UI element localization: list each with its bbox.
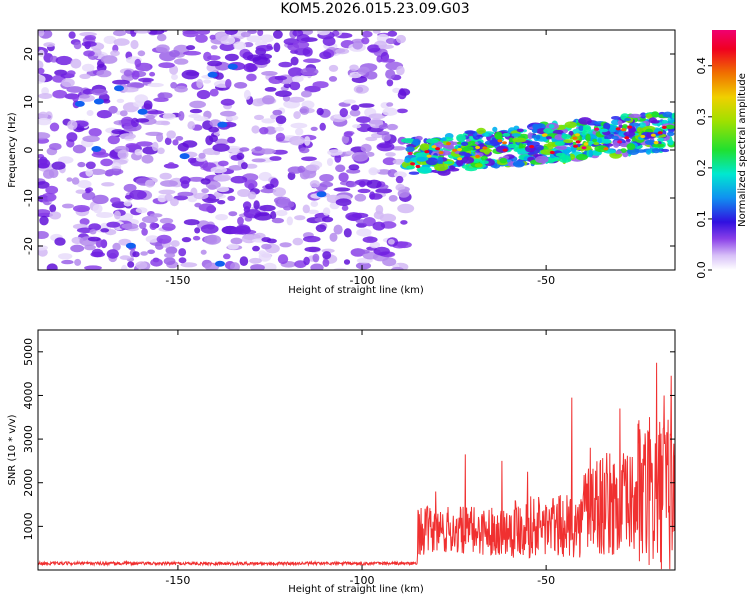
top-y-ticks: -20 -10 0 10 20 (22, 47, 675, 255)
colorbar-tick-label: 0.3 (695, 108, 708, 126)
bottom-y-tick-label: 2000 (22, 469, 35, 497)
bottom-y-tick-label: 5000 (22, 338, 35, 366)
snr-panel: -150 -100 -50 1000 2000 3000 4000 5000 Height … (7, 329, 676, 595)
colorbar-ticks: 0.0 0.1 0.2 0.3 0.4 (695, 57, 712, 279)
top-x-axis-label: Height of straight line (km) (288, 285, 424, 296)
figure-title: KOM5.2026.015.23.09.G03 (280, 1, 470, 17)
snr-series-line (38, 362, 675, 570)
bottom-y-axis-label: SNR (10 * v/v) (7, 414, 18, 485)
colorbar-label: Normalized spectral amplitude (737, 73, 748, 227)
top-y-tick-label: -10 (22, 189, 35, 207)
colorbar-tick-label: 0.0 (695, 261, 708, 279)
colorbar-gradient (712, 30, 736, 270)
heatmap-signal-band (400, 111, 675, 176)
bottom-x-tick-label: -50 (537, 574, 555, 587)
bottom-x-axis-label: Height of straight line (km) (288, 584, 424, 595)
bottom-y-tick-label: 3000 (22, 425, 35, 453)
colorbar-tick-label: 0.1 (695, 210, 708, 228)
top-y-tick-label: 0 (22, 147, 35, 154)
bottom-y-tick-label: 1000 (22, 512, 35, 540)
top-x-ticks: -150 -100 -50 (165, 30, 555, 287)
top-y-axis-label: Frequency (Hz) (7, 112, 18, 188)
bottom-y-ticks: 1000 2000 3000 4000 5000 (22, 338, 675, 540)
top-x-tick-label: -50 (537, 274, 555, 287)
top-x-tick-label: -100 (350, 274, 375, 287)
bottom-x-ticks: -150 -100 -50 (165, 330, 555, 587)
bottom-x-tick-label: -100 (350, 574, 375, 587)
colorbar-tick-label: 0.4 (695, 57, 708, 75)
top-y-tick-label: -20 (22, 237, 35, 255)
top-y-tick-label: 20 (22, 47, 35, 61)
top-y-tick-label: 10 (22, 95, 35, 109)
colorbar: 0.0 0.1 0.2 0.3 0.4 Normalized spectral ampl… (695, 30, 748, 279)
colorbar-tick-label: 0.2 (695, 159, 708, 177)
heatmap-noise-region (38, 30, 415, 270)
bottom-x-tick-label: -150 (165, 574, 190, 587)
bottom-y-tick-label: 4000 (22, 381, 35, 409)
top-x-tick-label: -150 (165, 274, 190, 287)
